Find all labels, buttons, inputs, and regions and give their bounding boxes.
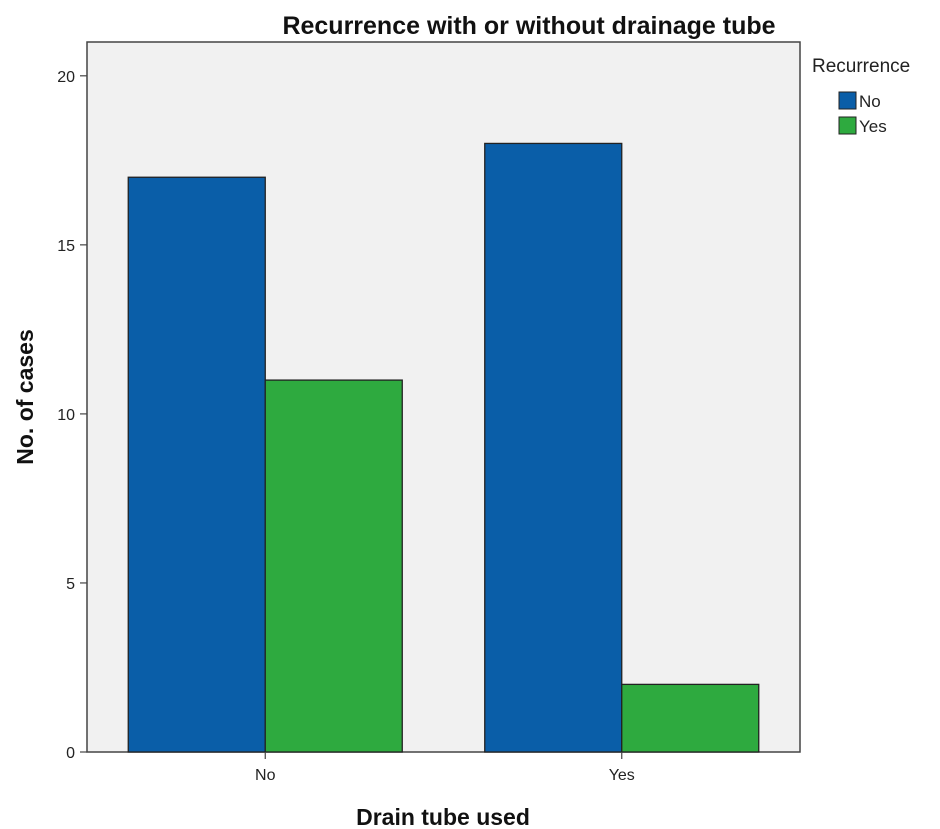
legend-swatch-no — [838, 91, 857, 110]
legend: Recurrence No Yes — [812, 56, 910, 136]
bar-yes-no — [484, 142, 623, 753]
y-axis-title: No. of cases — [12, 329, 38, 465]
x-tick-label: No — [255, 767, 276, 784]
bar-yes-yes — [621, 683, 760, 753]
bars — [127, 142, 760, 753]
y-axis: 0 5 10 15 20 — [57, 69, 87, 762]
legend-swatch-yes — [838, 116, 857, 135]
x-axis-title: Drain tube used — [356, 804, 530, 829]
chart-title: Recurrence with or without drainage tube — [282, 12, 775, 40]
bar-no-yes — [264, 379, 403, 753]
y-tick-label: 10 — [57, 407, 75, 424]
legend-label-no: No — [859, 92, 881, 111]
y-tick-label: 5 — [66, 576, 75, 593]
x-axis: No Yes — [255, 752, 635, 784]
y-tick-label: 20 — [57, 69, 75, 86]
legend-title: Recurrence — [812, 56, 910, 77]
y-tick-label: 15 — [57, 238, 75, 255]
bar-no-no — [127, 176, 266, 753]
x-tick-label: Yes — [609, 767, 635, 784]
legend-label-yes: Yes — [859, 117, 887, 136]
y-tick-label: 0 — [66, 745, 75, 762]
